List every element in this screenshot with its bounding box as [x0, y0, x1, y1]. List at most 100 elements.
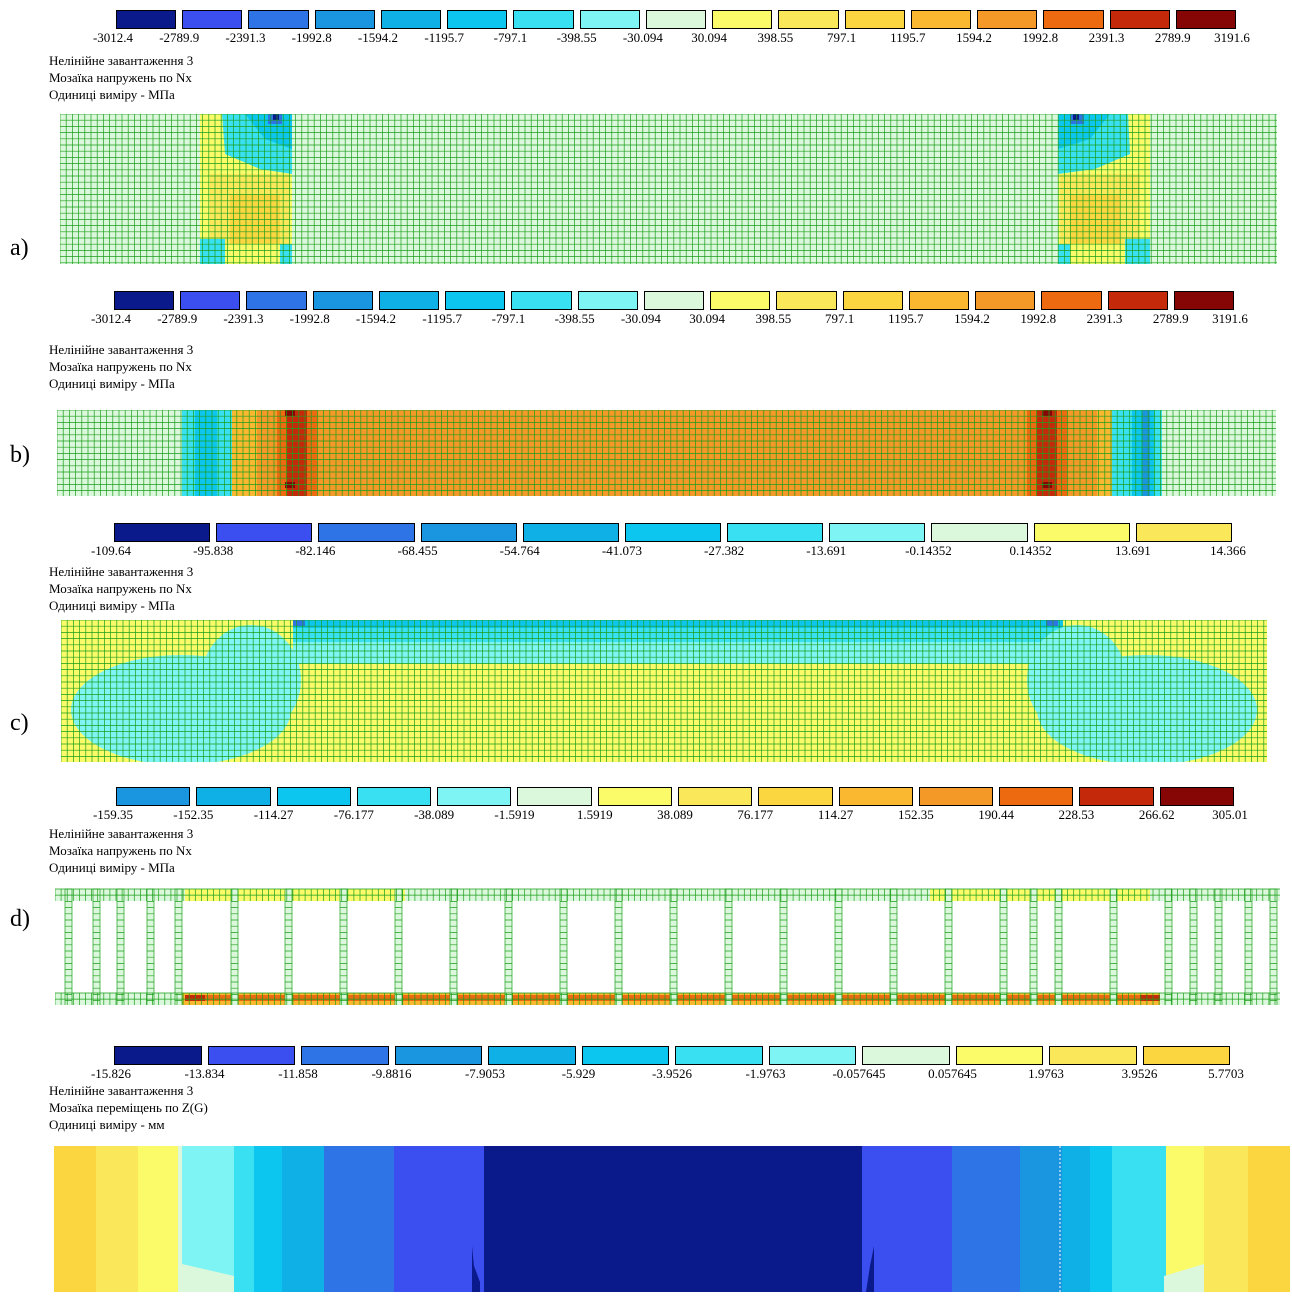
legend-swatch	[246, 291, 307, 310]
vertical-rod	[780, 889, 787, 1005]
legend-tick-label: -1195.7	[422, 311, 462, 326]
legend-swatch	[581, 1046, 669, 1065]
vertical-rod	[1245, 889, 1252, 1005]
legend-swatch	[394, 1046, 482, 1065]
legend-tick-label: 1594.2	[954, 311, 990, 326]
legend-tick-label: 2391.3	[1086, 311, 1123, 326]
plot-c	[61, 620, 1267, 762]
caption-line: Мозаїка переміщень по Z(G)	[49, 1100, 208, 1115]
legend-tick-label: 797.1	[826, 30, 857, 45]
legend-tick-label: 398.55	[755, 311, 792, 326]
caption-line: Мозаїка напружень по Nx	[49, 70, 192, 85]
vertical-rod	[670, 889, 677, 1005]
legend-swatch	[842, 291, 903, 310]
legend-c: -109.64 -95.838 -82.146 -68.455 -54.764 -41.0…	[91, 523, 1246, 557]
legend-tick-label: -114.27	[253, 807, 294, 822]
legend-swatch	[312, 291, 373, 310]
legend-swatch	[844, 10, 905, 29]
caption-line: Нелінійне завантаження 3	[49, 53, 194, 68]
vertical-rod	[93, 889, 100, 1005]
legend-tick-label: 30.094	[691, 30, 727, 45]
legend-tick-label: -1594.2	[357, 30, 398, 45]
legend-swatch	[114, 291, 175, 310]
legend-tick-label: 305.01	[1212, 807, 1248, 822]
caption-line: Одиниці виміру - МПа	[49, 376, 175, 391]
legend-swatch	[1159, 787, 1234, 806]
legend-a: -3012.4 -2789.9 -2391.3 -1992.8 -1594.2 -1195…	[93, 10, 1250, 44]
legend-tick-label: -0.14352	[905, 543, 952, 558]
legend-swatch	[918, 787, 994, 806]
stress-zone	[862, 1146, 874, 1292]
displacement-band	[874, 1146, 952, 1292]
legend-tick-label: -30.094	[620, 311, 661, 326]
legend-swatch	[624, 523, 722, 542]
legend-tick-label: 13.691	[1114, 543, 1151, 558]
displacement-band	[138, 1146, 178, 1292]
caption-line: Нелінійне завантаження 3	[49, 1083, 194, 1098]
legend-tick-label: 1594.2	[956, 30, 992, 45]
legend-swatch	[675, 1046, 763, 1065]
caption-line: Одиниці виміру - МПа	[49, 87, 175, 102]
legend-swatch	[248, 10, 309, 29]
legend-tick-label: -68.455	[397, 543, 438, 558]
legend-tick-label: 76.177	[737, 807, 774, 822]
legend-tick-label: 114.27	[817, 807, 854, 822]
legend-swatch	[1049, 1046, 1137, 1065]
legend-tick-label: -5.929	[561, 1066, 596, 1081]
caption-line: Мозаїка напружень по Nx	[49, 359, 192, 374]
legend-tick-label: -1992.8	[289, 311, 330, 326]
legend-tick-label: -82.146	[295, 543, 336, 558]
legend-swatch	[216, 523, 313, 542]
stress-zone	[1142, 410, 1150, 496]
displacement-band	[254, 1146, 282, 1292]
vertical-rod	[340, 889, 347, 1005]
caption-line: Нелінійне завантаження 3	[49, 564, 194, 579]
legend-b: -3012.4 -2789.9 -2391.3 -1992.8 -1594.2 -1195…	[91, 291, 1248, 325]
caption-line: Одиниці виміру - МПа	[49, 598, 175, 613]
legend-tick-label: -15.826	[90, 1066, 132, 1081]
displacement-band	[952, 1146, 1020, 1292]
legend-swatch	[955, 1046, 1043, 1065]
legend-swatch	[301, 1046, 389, 1065]
legend-swatch	[180, 291, 241, 310]
legend-tick-label: -159.35	[92, 807, 134, 822]
legend-tick-label: -2391.3	[223, 311, 264, 326]
legend-swatch	[114, 1046, 202, 1065]
legend-tick-label: -76.177	[333, 807, 374, 822]
panel-e: -15.826 -13.834 -11.858 -9.8816 -7.9053 -5.92…	[0, 1046, 1292, 1299]
legend-swatch	[445, 291, 506, 310]
displacement-band	[1062, 1146, 1090, 1292]
legend-tick-label: 1.5919	[576, 807, 613, 822]
legend-swatch	[1109, 10, 1170, 29]
stress-zone	[285, 410, 295, 416]
plot-b	[57, 410, 1276, 496]
legend-swatch	[488, 1046, 576, 1065]
legend-tick-label: 190.44	[978, 807, 1015, 822]
legend-tick-label: -3.9526	[651, 1066, 693, 1081]
displacement-band	[472, 1146, 874, 1292]
displacement-band	[178, 1146, 182, 1292]
legend-swatch	[908, 291, 970, 310]
stress-zone	[230, 194, 280, 244]
legend-tick-label: -797.1	[493, 30, 528, 45]
vertical-rod	[615, 889, 622, 1005]
legend-swatch	[276, 787, 351, 806]
displacement-band	[96, 1146, 138, 1292]
vertical-rod	[395, 889, 402, 1005]
fe-mesh-grid	[57, 410, 1276, 496]
displacement-band	[1112, 1146, 1166, 1292]
legend-tick-label: -54.764	[499, 543, 540, 558]
legend-tick-label: -109.64	[90, 543, 132, 558]
displacement-band	[54, 1146, 96, 1292]
legend-tick-label: -3012.4	[92, 30, 134, 45]
legend-tick-label: -3012.4	[90, 311, 132, 326]
stress-zone	[293, 620, 305, 626]
legend-tick-label: 2391.3	[1088, 30, 1125, 45]
caption-line: Одиниці виміру - МПа	[49, 860, 175, 875]
caption-line: Одиниці виміру - мм	[49, 1117, 165, 1132]
legend-swatch	[356, 787, 432, 806]
plot-a	[60, 114, 1277, 264]
vertical-rod-mesh	[64, 888, 1278, 1005]
vertical-rod	[835, 889, 842, 1005]
legend-swatch	[710, 291, 771, 310]
